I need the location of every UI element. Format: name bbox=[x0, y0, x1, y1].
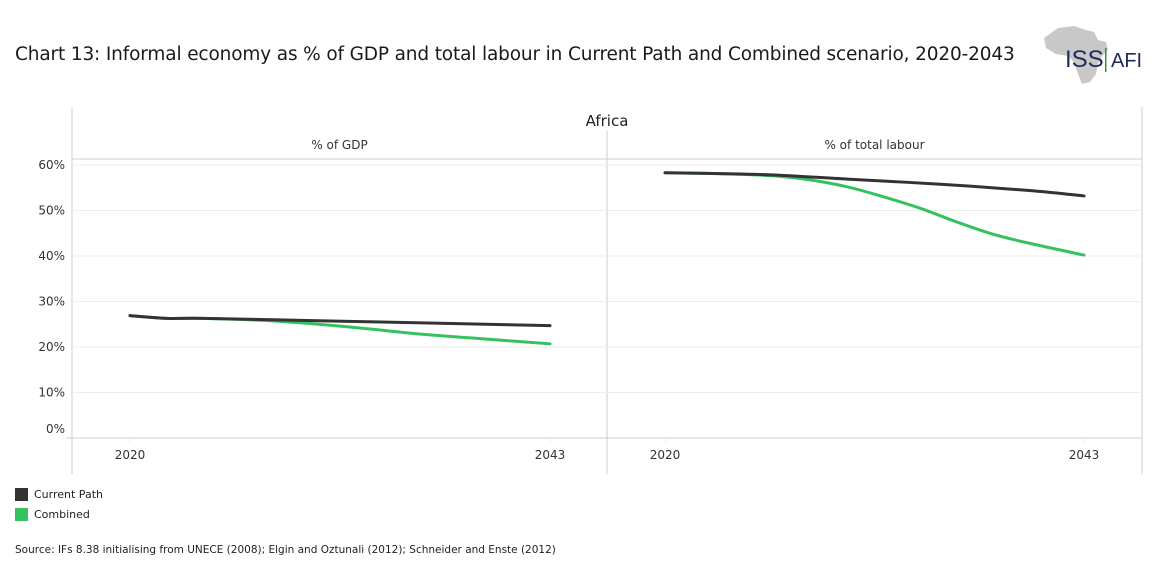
x-tick-label: 2043 bbox=[1069, 448, 1100, 462]
legend-swatch-current-path bbox=[15, 487, 28, 501]
legend-swatch-combined bbox=[15, 507, 28, 521]
legend-label: Combined bbox=[34, 507, 90, 521]
y-tick-label: 0% bbox=[46, 422, 65, 436]
series-line-current-path bbox=[128, 314, 552, 328]
series-line-current-path bbox=[663, 171, 1086, 198]
legend-label: Current Path bbox=[34, 487, 103, 501]
series-lines bbox=[128, 171, 1086, 346]
y-tick-label: 10% bbox=[38, 386, 65, 400]
logo-iss-text: ISS bbox=[1065, 46, 1104, 73]
chart-frame bbox=[66, 107, 1143, 474]
facet-title: % of total labour bbox=[824, 138, 924, 152]
source-note: Source: IFs 8.38 initialising from UNECE… bbox=[15, 544, 556, 556]
legend: Current Path Combined bbox=[15, 484, 103, 524]
gridlines bbox=[72, 164, 1142, 393]
legend-item-current-path[interactable]: Current Path bbox=[15, 484, 103, 504]
x-tick-label: 2020 bbox=[115, 448, 146, 462]
facet-titles: Africa % of GDP % of total labour bbox=[311, 112, 924, 152]
y-tick-label: 30% bbox=[38, 295, 65, 309]
y-tick-label: 60% bbox=[38, 158, 65, 172]
x-tick-label: 2043 bbox=[535, 448, 566, 462]
logo-divider bbox=[1105, 48, 1107, 72]
y-tick-label: 40% bbox=[38, 249, 65, 263]
x-tick-label: 2020 bbox=[650, 448, 681, 462]
x-axis: 2020 2043 2020 2043 bbox=[115, 438, 1100, 462]
y-axis: 0% 10% 20% 30% 40% 50% 60% bbox=[38, 158, 65, 436]
series-line-combined bbox=[663, 171, 1086, 257]
legend-item-combined[interactable]: Combined bbox=[15, 504, 103, 524]
chart-title: Chart 13: Informal economy as % of GDP a… bbox=[15, 44, 1015, 65]
iss-afi-logo: ISS AFI bbox=[1038, 22, 1148, 88]
africa-map-icon bbox=[1044, 26, 1108, 84]
y-tick-label: 50% bbox=[38, 204, 65, 218]
y-tick-label: 20% bbox=[38, 340, 65, 354]
region-title: Africa bbox=[586, 112, 629, 130]
logo-afi-text: AFI bbox=[1111, 50, 1142, 72]
facet-title: % of GDP bbox=[311, 138, 367, 152]
